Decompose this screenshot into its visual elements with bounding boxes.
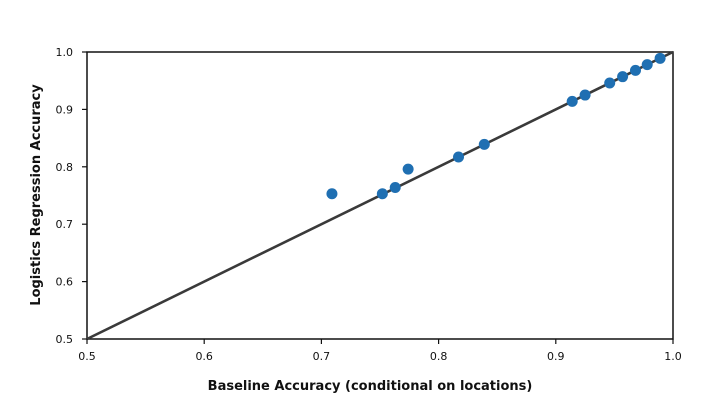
y-tick-label-2: 0.7: [56, 218, 74, 231]
data-point-1: [376, 188, 388, 200]
x-tick-label-4: 0.9: [547, 350, 565, 363]
y-tick-label-4: 0.9: [56, 103, 74, 116]
data-point-7: [579, 89, 591, 101]
x-axis-label: Baseline Accuracy (conditional on locati…: [208, 379, 533, 394]
y-tick-label-1: 0.6: [56, 276, 74, 289]
data-point-0: [326, 188, 338, 200]
data-point-6: [566, 95, 578, 107]
y-tick-label-3: 0.8: [56, 161, 74, 174]
data-point-10: [629, 64, 641, 76]
x-tick-label-5: 1.0: [664, 350, 682, 363]
data-point-12: [654, 52, 666, 64]
x-tick-label-2: 0.7: [313, 350, 331, 363]
data-point-3: [402, 163, 414, 175]
y-tick-label-5: 1.0: [56, 46, 74, 59]
x-tick-label-0: 0.5: [78, 350, 96, 363]
y-axis-ticks: 0.5 0.6 0.7 0.8 0.9 1.0: [56, 46, 87, 346]
x-tick-label-3: 0.8: [430, 350, 448, 363]
y-axis-label: Logistics Regression Accuracy: [29, 84, 44, 306]
points-layer: [326, 52, 666, 200]
x-tick-label-1: 0.6: [195, 350, 213, 363]
data-point-9: [617, 71, 629, 83]
data-point-11: [641, 59, 653, 71]
y-tick-label-0: 0.5: [56, 333, 74, 346]
data-point-8: [604, 77, 616, 89]
data-point-5: [478, 138, 490, 150]
data-point-4: [453, 151, 465, 163]
x-axis-ticks: 0.5 0.6 0.7 0.8 0.9 1.0: [78, 339, 682, 363]
data-point-2: [389, 181, 401, 193]
